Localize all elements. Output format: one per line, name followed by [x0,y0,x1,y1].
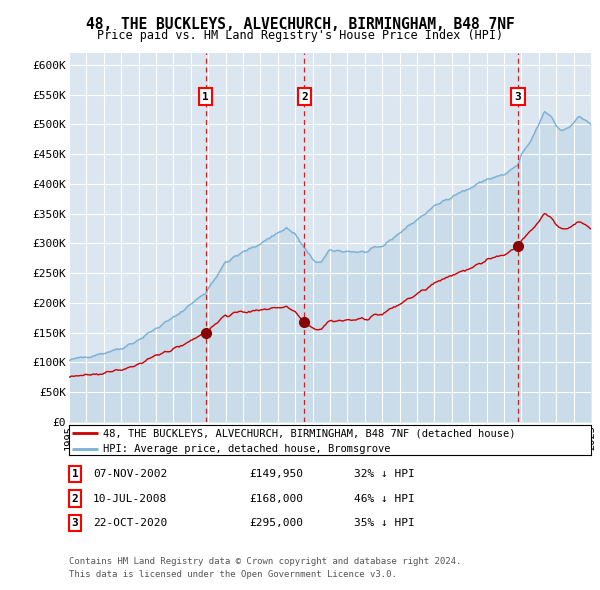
Text: Price paid vs. HM Land Registry's House Price Index (HPI): Price paid vs. HM Land Registry's House … [97,30,503,42]
Text: £295,000: £295,000 [249,518,303,527]
Text: 48, THE BUCKLEYS, ALVECHURCH, BIRMINGHAM, B48 7NF: 48, THE BUCKLEYS, ALVECHURCH, BIRMINGHAM… [86,17,514,31]
Text: 1: 1 [202,91,209,101]
Text: HPI: Average price, detached house, Bromsgrove: HPI: Average price, detached house, Brom… [103,444,391,454]
Text: 07-NOV-2002: 07-NOV-2002 [93,470,167,479]
Text: 2: 2 [301,91,308,101]
Text: £149,950: £149,950 [249,470,303,479]
Text: 3: 3 [71,518,79,527]
Text: 46% ↓ HPI: 46% ↓ HPI [354,494,415,503]
Text: 10-JUL-2008: 10-JUL-2008 [93,494,167,503]
Text: 48, THE BUCKLEYS, ALVECHURCH, BIRMINGHAM, B48 7NF (detached house): 48, THE BUCKLEYS, ALVECHURCH, BIRMINGHAM… [103,428,515,438]
Text: 1: 1 [71,470,79,479]
Text: 2: 2 [71,494,79,503]
Text: This data is licensed under the Open Government Licence v3.0.: This data is licensed under the Open Gov… [69,571,397,579]
Text: 35% ↓ HPI: 35% ↓ HPI [354,518,415,527]
Text: £168,000: £168,000 [249,494,303,503]
Text: 3: 3 [515,91,521,101]
Text: Contains HM Land Registry data © Crown copyright and database right 2024.: Contains HM Land Registry data © Crown c… [69,558,461,566]
Text: 32% ↓ HPI: 32% ↓ HPI [354,470,415,479]
Text: 22-OCT-2020: 22-OCT-2020 [93,518,167,527]
